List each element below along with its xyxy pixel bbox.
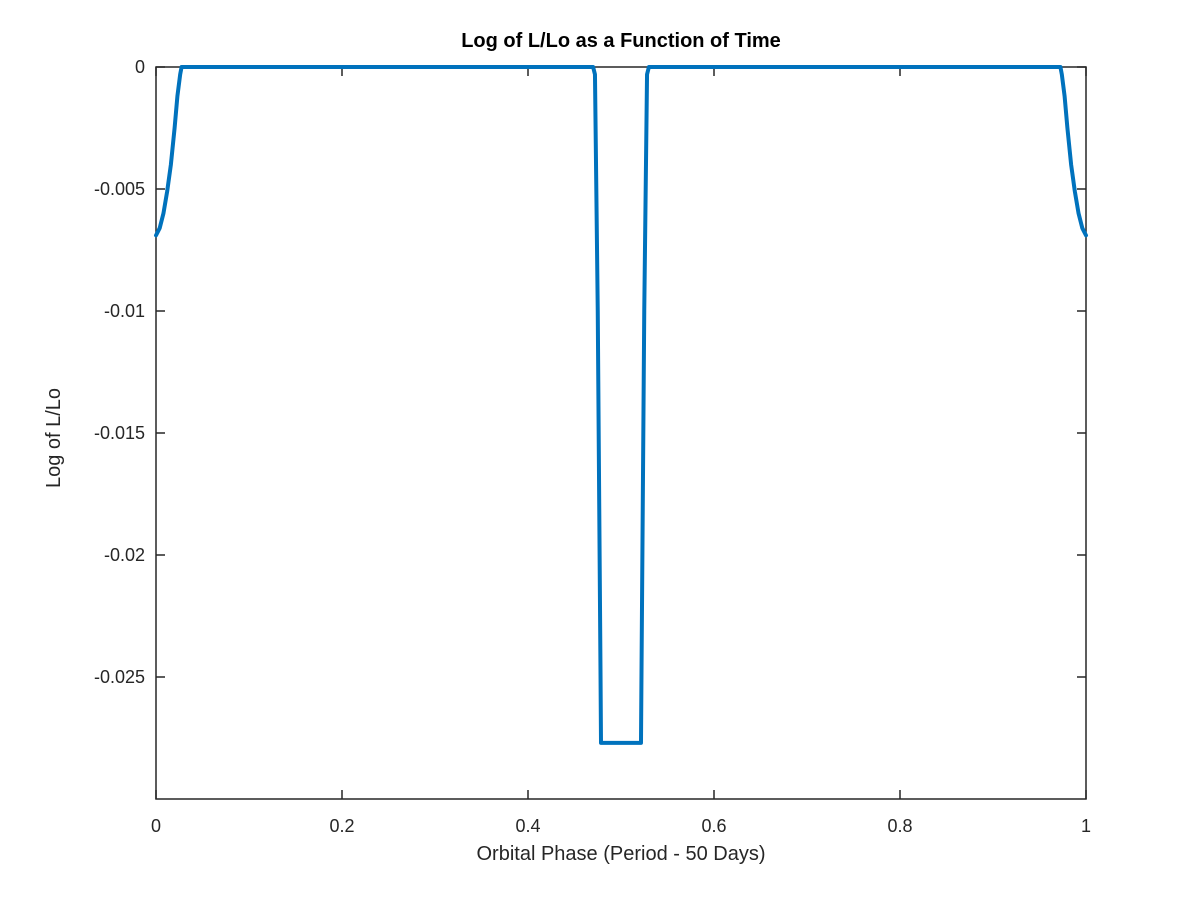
y-axis-label: Log of L/Lo [43,388,65,488]
x-tick-label: 0.4 [515,816,540,836]
y-tick-label: -0.01 [104,301,145,321]
chart-title: Log of L/Lo as a Function of Time [461,30,781,52]
x-axis: 0 0.2 0.4 0.6 0.8 1 [151,67,1091,836]
y-tick-label: 0 [135,57,145,77]
x-tick-label: 0.6 [701,816,726,836]
plot-frame [155,66,1087,800]
y-tick-label: -0.005 [94,179,145,199]
x-tick-label: 0.2 [329,816,354,836]
y-tick-label: -0.025 [94,667,145,687]
y-tick-label: -0.02 [104,545,145,565]
x-tick-label: 0 [151,816,161,836]
x-tick-label: 0.8 [887,816,912,836]
y-axis: 0 -0.005 -0.01 -0.015 -0.02 -0.025 [94,57,1086,687]
x-axis-label: Orbital Phase (Period - 50 Days) [476,843,765,865]
y-tick-label: -0.015 [94,423,145,443]
x-tick-label: 1 [1081,816,1091,836]
series-line [154,65,1088,745]
